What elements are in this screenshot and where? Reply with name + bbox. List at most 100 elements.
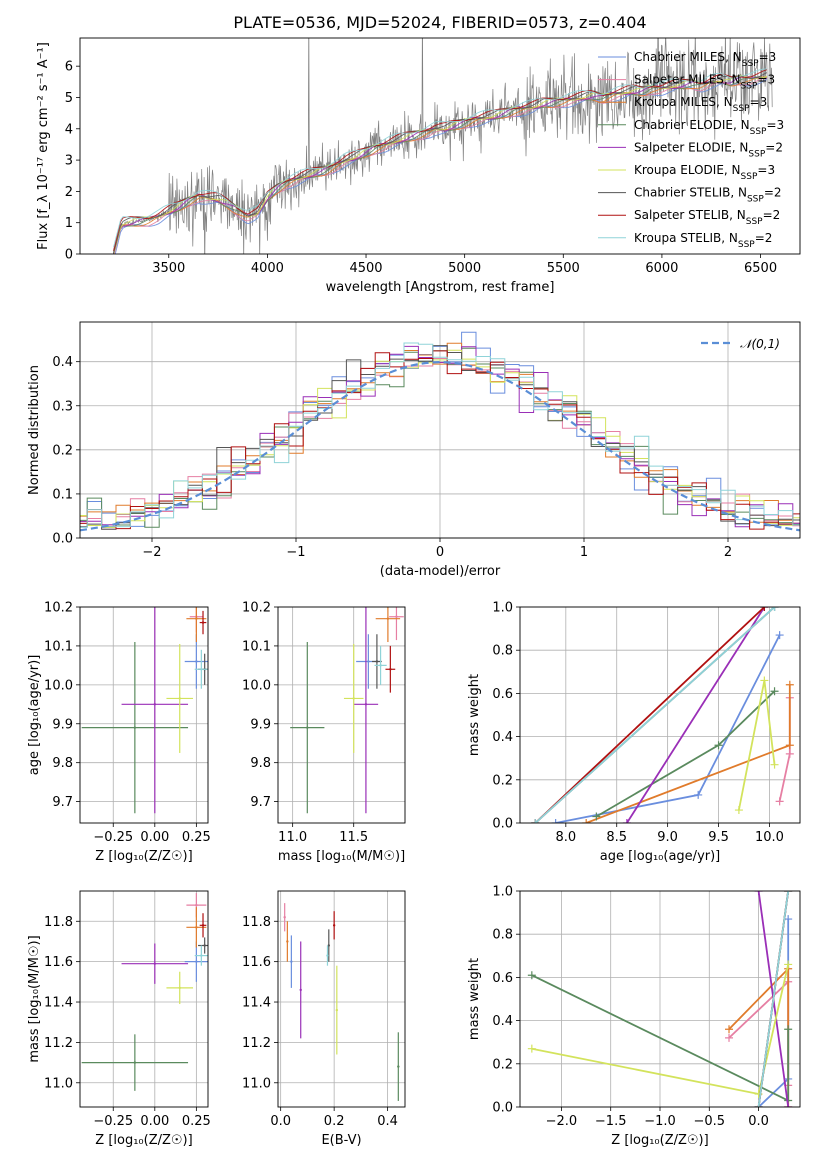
- y-tick-label: 0.1: [52, 487, 73, 502]
- x-tick-label: −1: [286, 545, 305, 560]
- x-tick-label: 4500: [349, 261, 382, 276]
- x-tick-label: 0: [436, 545, 444, 560]
- weight-line: [778, 697, 791, 802]
- y-tick-label: 11.8: [242, 915, 271, 930]
- weight-marker: [784, 915, 793, 924]
- model-line-salpeter-stelib: [113, 69, 768, 251]
- data-spectrum-line: [113, 38, 773, 254]
- y-tick-label: 6: [65, 60, 73, 75]
- x-axis-label: Z [log₁₀(Z/Z☉)]: [95, 849, 192, 864]
- data-point: [133, 726, 137, 729]
- data-point: [386, 617, 390, 620]
- axes-frame: [79, 37, 801, 255]
- ticks: 3500 4000 4500 5000 5500 6000 6500 0 1 2 3 4 5 6: [65, 60, 777, 276]
- y-axis-label: age [log₁₀(age/yr)]: [27, 655, 42, 776]
- ticks: −0.25 0.00 0.25 9.7 9.8 9.9 10.0 10.1 10.2: [44, 601, 211, 846]
- x-tick-label: 8.5: [606, 830, 627, 845]
- data-point: [133, 1061, 137, 1064]
- data-point: [364, 703, 368, 706]
- axes-frame: [277, 606, 406, 824]
- axes-frame: [277, 890, 406, 1108]
- x-tick-label: 0.00: [140, 1114, 169, 1129]
- data-point: [200, 668, 203, 671]
- y-tick-label: 0.0: [52, 532, 73, 547]
- y-tick-label: 11.0: [44, 1076, 73, 1091]
- histogram-salpeter-stelib: [80, 350, 800, 530]
- data-point: [397, 1065, 400, 1068]
- data-point: [327, 944, 330, 947]
- y-tick-label: 4: [65, 122, 73, 137]
- y-tick-label: 0.2: [52, 443, 73, 458]
- y-tick-label: 11.6: [242, 955, 271, 970]
- axes-frame: [79, 321, 801, 539]
- y-tick-label: 1.0: [492, 885, 513, 900]
- y-tick-label: 11.8: [44, 915, 73, 930]
- y-tick-label: 0.4: [492, 730, 513, 745]
- ticks: −0.25 0.00 0.25 11.0 11.2 11.4 11.6 11.8: [44, 915, 211, 1129]
- weight-marker: [754, 1103, 763, 1107]
- data-point: [286, 940, 289, 943]
- y-tick-label: 9.9: [52, 717, 73, 732]
- x-tick-label: 11.0: [278, 830, 307, 845]
- x-axis-label: E(B-V): [321, 1133, 361, 1148]
- data-point: [201, 924, 205, 927]
- y-tick-label: 0.8: [492, 928, 513, 943]
- x-tick-label: 9.5: [708, 830, 729, 845]
- y-tick-label: 10.1: [242, 639, 271, 654]
- data-point: [379, 664, 382, 667]
- data-point: [306, 726, 309, 729]
- y-axis-label: mass weight: [467, 958, 482, 1040]
- weight-marker: [725, 1025, 734, 1034]
- x-tick-label: 4000: [251, 261, 284, 276]
- weight-marker: [760, 676, 769, 685]
- x-axis-label: age [log₁₀(age/yr)]: [600, 849, 721, 864]
- data-point: [195, 926, 198, 929]
- ticks: 8.0 8.5 9.0 9.5 10.0 0.0 0.2 0.4 0.6 0.8 1.0: [492, 601, 784, 846]
- plot-area: [527, 891, 793, 1107]
- weight-marker: [754, 891, 763, 895]
- x-tick-label: 0.0: [748, 1114, 769, 1129]
- x-tick-label: 5000: [448, 261, 481, 276]
- plot-area: [80, 331, 800, 532]
- data-point: [200, 954, 203, 957]
- data-point: [326, 954, 329, 957]
- ticks: −2.0 −1.5 −1.0 −0.5 0.0 0.0 0.2 0.4 0.6 0.8 1.0: [492, 885, 769, 1130]
- x-tick-label: −2: [142, 545, 161, 560]
- y-tick-label: 2: [65, 185, 73, 200]
- y-tick-label: 10.0: [44, 678, 73, 693]
- y-tick-label: 10.0: [242, 678, 271, 693]
- data-point: [290, 960, 293, 963]
- y-tick-label: 1.0: [492, 601, 513, 616]
- x-tick-label: −0.25: [93, 830, 133, 845]
- legend-label: Chabrier MILES, NSSP=3: [634, 50, 776, 69]
- axes-frame: [519, 606, 801, 824]
- y-axis-label: mass weight: [467, 674, 482, 756]
- y-tick-label: 10.2: [44, 601, 73, 616]
- x-tick-label: −1.0: [644, 1114, 676, 1129]
- x-tick-label: 6000: [645, 261, 678, 276]
- y-tick-label: 11.0: [242, 1076, 271, 1091]
- axes-frame: [79, 890, 209, 1108]
- x-tick-label: 10.0: [755, 830, 784, 845]
- x-axis-label: mass [log₁₀(M/M☉)]: [278, 849, 405, 864]
- x-axis-label: (data-model)/error: [380, 564, 501, 579]
- x-axis-label: Z [log₁₀(Z/Z☉)]: [95, 1133, 192, 1148]
- weight-line: [534, 607, 766, 823]
- y-tick-label: 0.2: [492, 1057, 513, 1072]
- y-tick-label: 1: [65, 216, 73, 231]
- y-tick-label: 10.1: [44, 639, 73, 654]
- x-tick-label: 0.2: [324, 1114, 345, 1129]
- data-point: [153, 703, 157, 706]
- histogram-salpeter-miles: [80, 358, 800, 530]
- x-tick-label: −0.5: [694, 1114, 726, 1129]
- data-point: [332, 924, 336, 927]
- panel-residuals: −2 −1 0 1 2 0.0 0.1 0.2 0.3 0.4 (data-model)/error…: [27, 321, 801, 579]
- data-point: [178, 697, 181, 700]
- legend-label: Kroupa STELIB, NSSP=2: [634, 231, 772, 250]
- ticks: 0.0 0.2 0.4 11.0 11.2 11.4 11.6 11.8: [242, 915, 398, 1129]
- y-tick-label: 0.6: [492, 971, 513, 986]
- weight-line: [757, 891, 790, 1107]
- y-tick-label: 9.7: [52, 795, 73, 810]
- legend-label: Kroupa MILES, NSSP=3: [634, 95, 767, 114]
